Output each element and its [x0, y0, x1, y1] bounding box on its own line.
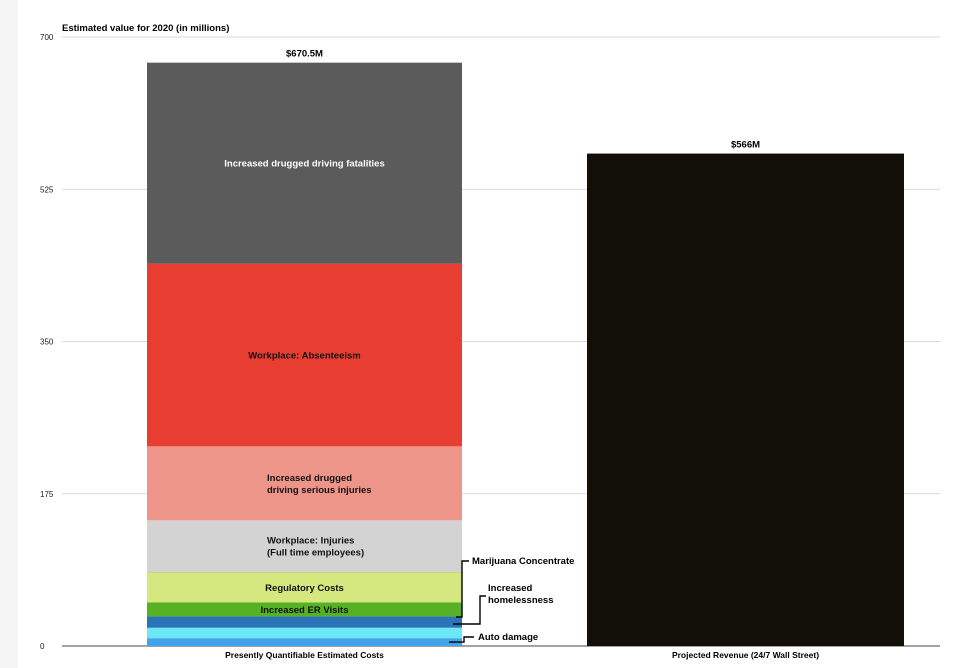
- callout-label: Increased homelessness: [488, 583, 553, 606]
- segment-label: Regulatory Costs: [265, 583, 344, 594]
- y-tick-label: 350: [40, 338, 54, 347]
- bar-segment: [147, 446, 462, 521]
- bar-segment: [147, 616, 462, 628]
- segment-label: Workplace: Absenteeism: [248, 350, 360, 361]
- segment-label: Increased drugged driving serious injurie…: [267, 473, 372, 496]
- category-label: Projected Revenue (24/7 Wall Street): [672, 650, 819, 660]
- bar-segment: [587, 153, 904, 646]
- bar-segment: [147, 62, 462, 264]
- y-tick-labels: 0 175 350 525 700: [40, 33, 54, 651]
- total-labels: $670.5M $566M: [286, 49, 760, 151]
- y-tick-label: 175: [40, 490, 54, 499]
- category-labels: Presently Quantifiable Estimated Costs Pr…: [225, 650, 819, 660]
- segment-label: Increased drugged driving fatalities: [224, 159, 384, 170]
- y-tick-label: 0: [40, 642, 45, 651]
- bar-segment: [147, 638, 462, 646]
- callout-leader-line: [449, 636, 474, 643]
- bar-segment: [147, 627, 462, 639]
- bar-total-label: $670.5M: [286, 49, 323, 60]
- bar-segment: [147, 602, 462, 617]
- left-margin-strip: [0, 0, 18, 668]
- bar-segment: [147, 572, 462, 603]
- callout-leader-line: [456, 560, 469, 618]
- callout-labels: Auto damage Increased homelessness Marijuan…: [449, 556, 574, 643]
- y-tick-label: 700: [40, 33, 54, 42]
- bar-segment: [147, 263, 462, 447]
- y-tick-label: 525: [40, 185, 54, 194]
- callout-label: Marijuana Concentrate: [472, 556, 574, 567]
- segment-label: Increased ER Visits: [260, 605, 348, 616]
- y-axis-title: Estimated value for 2020 (in millions): [62, 23, 229, 34]
- callout-label: Auto damage: [478, 632, 538, 643]
- bar-segments: [147, 62, 904, 646]
- bar-total-label: $566M: [731, 140, 760, 151]
- bar-segment: [147, 520, 462, 573]
- bar-segment: [147, 572, 462, 573]
- category-label: Presently Quantifiable Estimated Costs: [225, 650, 384, 660]
- segment-labels: Increased ER Visits Regulatory Costs Workp…: [224, 159, 384, 616]
- callout-leader-line: [453, 595, 486, 625]
- segment-label: Workplace: Injuries (Full time employees): [267, 536, 364, 559]
